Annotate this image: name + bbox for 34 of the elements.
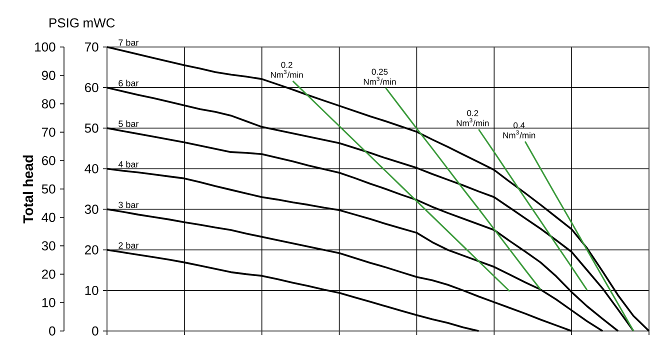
series-label: 5 bar <box>118 120 139 127</box>
series-label: 4 bar <box>118 160 139 168</box>
y2-tick-label: 90 <box>42 70 56 80</box>
y-tick-label: 60 <box>85 82 98 92</box>
series-label: 0.2 Nm$^{3}$/min <box>270 62 303 78</box>
y-tick-label: 20 <box>85 245 98 254</box>
y-tick-label: 0 <box>92 326 98 336</box>
y2-tick-label: 80 <box>42 99 56 108</box>
y2-tick-label: 100 <box>35 42 56 52</box>
text: PSIG <box>50 18 79 28</box>
y-tick-label: 30 <box>84 204 98 214</box>
y-tick-label: 10 <box>85 286 98 296</box>
line-series <box>524 140 634 332</box>
line-series <box>478 128 588 291</box>
y2-tick-label: 20 <box>42 270 56 279</box>
line-series <box>384 87 542 290</box>
series-label: 2 bar <box>118 242 139 249</box>
series-label: 3 bar <box>118 201 139 208</box>
series-label: 0.2 Nm$^{3}$/min <box>456 110 489 126</box>
y-tick-label: 40 <box>84 164 98 174</box>
y2-tick-label: 30 <box>42 241 56 250</box>
y2-tick-label: 60 <box>42 156 56 166</box>
series-label: 7 bar <box>118 39 139 46</box>
series-label: 0.25 Nm$^{3}$/min <box>364 68 396 85</box>
series-label: 6 bar <box>118 80 139 86</box>
y2-axis-title: Total head <box>22 155 34 224</box>
y-tick-label: 70 <box>85 42 98 52</box>
y2-tick-label: 0 <box>49 326 56 336</box>
y-tick-label: 50 <box>84 124 98 133</box>
text: mWC <box>84 18 115 28</box>
y2-tick-label: 10 <box>42 298 56 308</box>
y2-tick-label: 50 <box>42 184 56 194</box>
y2-tick-label: 40 <box>42 212 56 222</box>
y2-tick-label: 70 <box>42 128 56 137</box>
